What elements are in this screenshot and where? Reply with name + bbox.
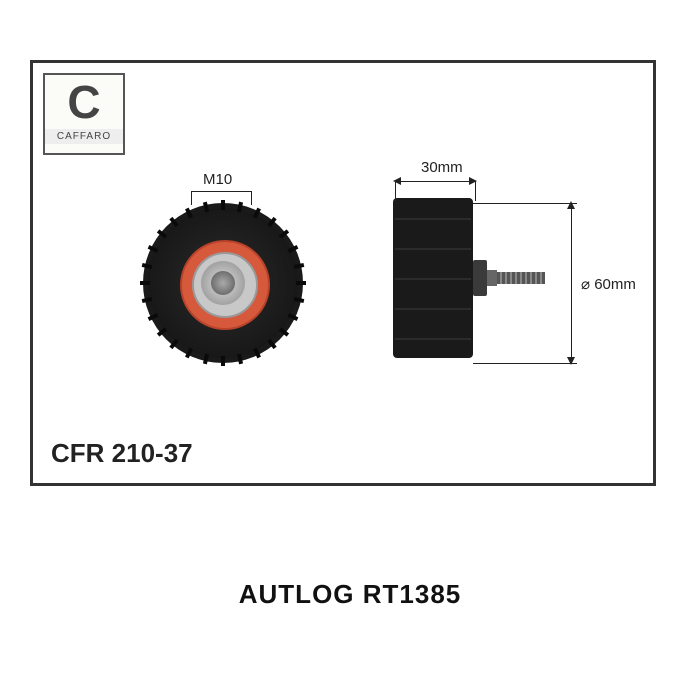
- width-ext-line: [475, 181, 476, 201]
- part-number: CFR 210-37: [51, 438, 193, 469]
- diameter-label: ⌀ 60mm: [581, 275, 636, 293]
- bolt-thread: [497, 272, 545, 284]
- bolt-base: [487, 270, 497, 286]
- pulley-tooth: [221, 200, 225, 210]
- caption-text: AUTLOG RT1385: [0, 579, 700, 610]
- bolt-dim-tick: [191, 191, 192, 205]
- brand-logo-letter: C: [45, 75, 123, 129]
- brand-logo-text: CAFFARO: [45, 129, 123, 144]
- pulley-rib: [395, 308, 471, 310]
- diameter-dim-line: [571, 203, 572, 363]
- pulley-tooth: [296, 281, 306, 285]
- diagram-frame: C CAFFARO M10 30mm ⌀ 60mm CFR 210-37: [30, 60, 656, 486]
- diameter-ext-line: [473, 203, 577, 204]
- front-view: [143, 203, 303, 363]
- pulley-rib: [395, 218, 471, 220]
- pulley-side-body: [393, 198, 473, 358]
- pulley-rib: [395, 338, 471, 340]
- bolt-size-label: M10: [203, 171, 232, 188]
- width-dim-line: [395, 181, 475, 182]
- bolt-dim-line: [191, 191, 251, 192]
- pulley-tooth: [221, 356, 225, 366]
- pulley-hub: [473, 260, 487, 296]
- pulley-rib: [395, 278, 471, 280]
- pulley-rib: [395, 248, 471, 250]
- diameter-ext-line: [473, 363, 577, 364]
- pulley-ring: [211, 271, 235, 295]
- pulley-tooth: [140, 281, 150, 285]
- width-ext-line: [395, 181, 396, 201]
- brand-logo-box: C CAFFARO: [43, 73, 125, 155]
- width-label: 30mm: [421, 159, 463, 176]
- bolt-dim-tick: [251, 191, 252, 205]
- side-view: [393, 198, 563, 368]
